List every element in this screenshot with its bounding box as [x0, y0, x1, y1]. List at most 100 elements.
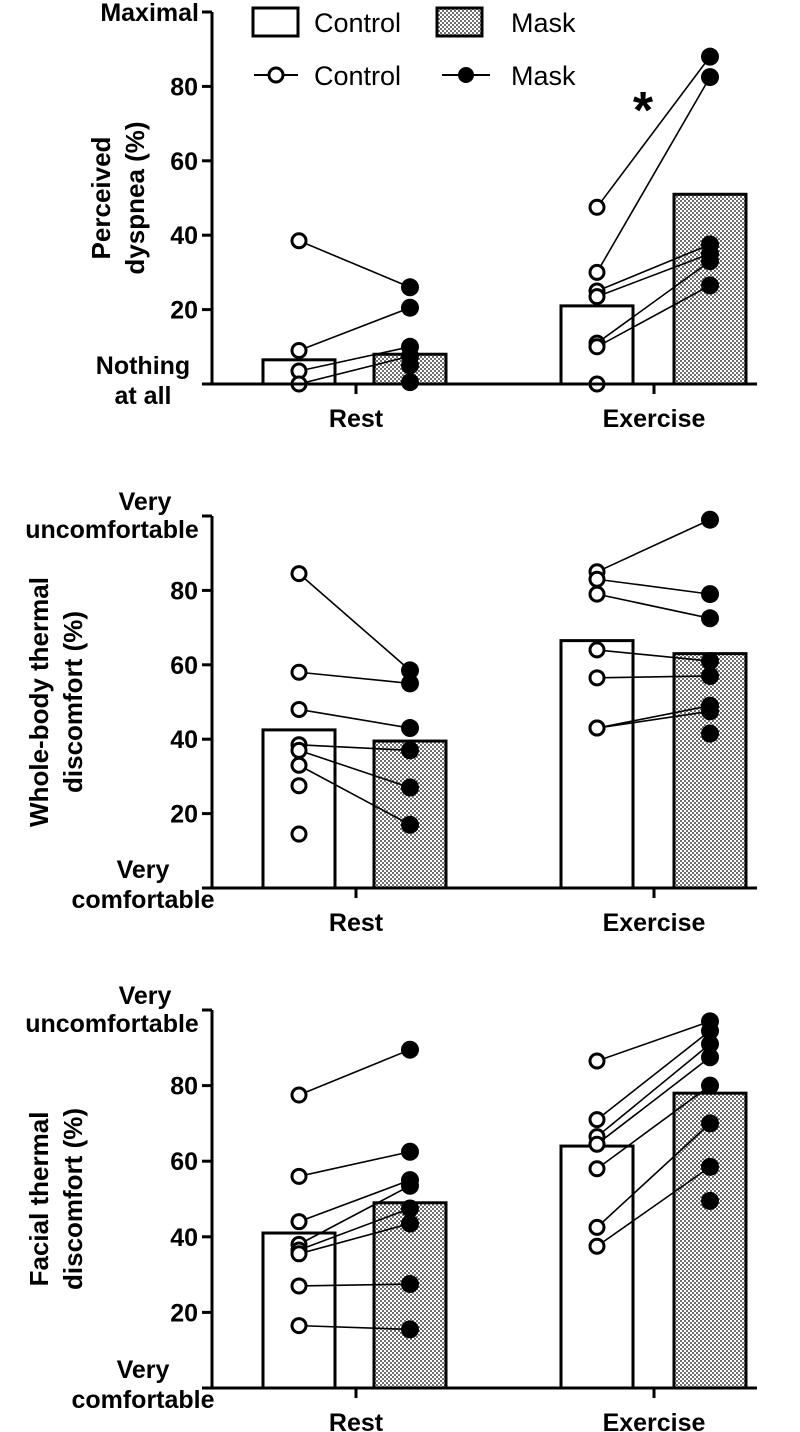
point-control — [290, 1277, 308, 1295]
paired-line — [596, 1056, 711, 1145]
y-anchor-bottom-label: Very — [117, 1356, 170, 1384]
point-control — [588, 570, 606, 588]
point-mask — [701, 652, 719, 671]
y-anchor-bottom-label: Very — [117, 856, 170, 884]
bar-mask-rest — [372, 1201, 448, 1390]
y-tick-label: 20 — [170, 297, 198, 325]
paired-line — [298, 1222, 411, 1255]
paired-line — [298, 1283, 411, 1287]
paired-line — [596, 260, 711, 344]
legend-point-mask-marker — [458, 67, 474, 83]
point-control — [588, 719, 606, 737]
point-mask — [401, 1275, 419, 1294]
paired-line — [298, 1179, 411, 1223]
paired-line — [298, 764, 411, 826]
y-anchor-bottom-label: comfortable — [71, 886, 214, 914]
point-mask — [401, 356, 419, 375]
point-mask — [401, 278, 419, 297]
point-mask — [701, 1191, 719, 1210]
y-axis-title-line: dyspnea (%) — [120, 121, 150, 274]
point-mask — [401, 778, 419, 797]
point-control — [290, 565, 308, 583]
y-tick-label: 40 — [170, 726, 198, 754]
x-tick-label-exercise: Exercise — [603, 1409, 706, 1432]
paired-line — [596, 1122, 711, 1228]
point-mask — [401, 1320, 419, 1339]
legend-bar-control-swatch — [251, 6, 300, 38]
y-tick-label: 60 — [170, 1148, 198, 1176]
point-mask — [401, 815, 419, 834]
point-control — [588, 288, 606, 306]
point-control — [588, 669, 606, 687]
point-mask — [401, 741, 419, 760]
paired-line — [298, 346, 411, 372]
paired-line — [596, 593, 711, 620]
x-tick-label-rest: Rest — [329, 909, 384, 937]
point-mask — [701, 1076, 719, 1095]
point-mask — [401, 1199, 419, 1218]
paired-line — [298, 306, 411, 352]
point-mask — [701, 702, 719, 721]
point-control — [290, 756, 308, 774]
point-control — [588, 338, 606, 356]
point-mask — [401, 661, 419, 680]
paired-line — [596, 1043, 711, 1138]
point-control — [588, 1135, 606, 1153]
point-mask — [401, 1214, 419, 1233]
point-mask — [701, 1114, 719, 1133]
point-mask — [701, 666, 719, 685]
y-anchor-top-label: Very — [119, 488, 172, 516]
point-control — [290, 825, 308, 843]
point-mask — [701, 1048, 719, 1067]
point-mask — [401, 298, 419, 317]
paired-line — [596, 1020, 711, 1062]
point-mask — [401, 674, 419, 693]
point-control — [588, 1160, 606, 1178]
legend: Control Mask Control Mask — [251, 6, 576, 91]
point-mask — [701, 724, 719, 743]
y-tick-label: 80 — [170, 1073, 198, 1101]
y-axis-title-line: Whole-body thermal — [24, 577, 54, 827]
point-control — [290, 232, 308, 250]
point-mask — [701, 1157, 719, 1176]
y-tick-label: 20 — [170, 801, 198, 829]
paired-line — [298, 1185, 411, 1246]
y-anchor-top-label: uncomfortable — [25, 1010, 199, 1038]
point-control — [588, 641, 606, 659]
chart-panel-facial-thermal: 20406080VeryuncomfortableVerycomfortable… — [24, 982, 757, 1432]
point-mask — [401, 1040, 419, 1059]
bar-mask-exercise — [672, 652, 748, 890]
legend-bar-mask-label: Mask — [511, 8, 576, 38]
y-tick-label: 60 — [170, 652, 198, 680]
y-axis-title-line: discomfort (%) — [58, 611, 88, 793]
point-mask — [701, 585, 719, 604]
paired-line — [596, 578, 711, 595]
paired-line — [596, 675, 711, 679]
paired-line — [298, 671, 411, 685]
y-axis-title: Facial thermal discomfort (%) — [24, 1108, 88, 1290]
paired-line — [298, 1324, 411, 1331]
point-mask — [701, 252, 719, 271]
point-mask — [701, 68, 719, 87]
paired-line — [596, 76, 711, 273]
paired-line — [596, 710, 711, 729]
point-control — [588, 1111, 606, 1129]
point-control — [290, 1167, 308, 1185]
paired-line — [298, 749, 411, 789]
x-tick-label-exercise: Exercise — [603, 405, 706, 433]
paired-line — [596, 518, 711, 573]
point-control — [290, 342, 308, 360]
paired-line — [596, 704, 711, 729]
y-axis-title-line: Facial thermal — [24, 1112, 54, 1287]
bar-mask-rest — [372, 739, 448, 890]
legend-point-control-label: Control — [314, 61, 401, 91]
point-control — [588, 1218, 606, 1236]
paired-line — [596, 253, 711, 298]
point-control — [290, 777, 308, 795]
legend-point-mask-label: Mask — [511, 61, 576, 91]
y-axis-title: Whole-body thermal discomfort (%) — [24, 577, 88, 827]
x-tick-label-exercise: Exercise — [603, 909, 706, 937]
paired-line — [298, 743, 411, 752]
paired-line — [596, 1166, 711, 1247]
